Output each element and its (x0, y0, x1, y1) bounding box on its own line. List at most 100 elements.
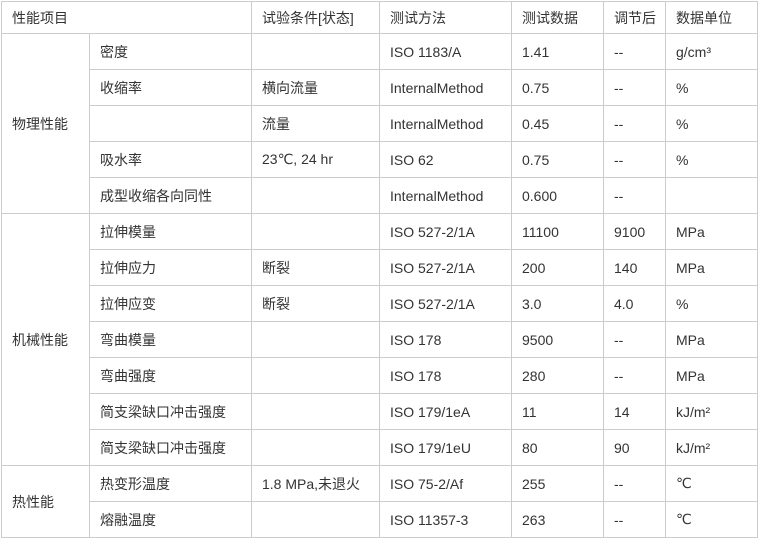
table-row: 机械性能 拉伸模量 ISO 527-2/1A 11100 9100 MPa (1, 213, 758, 466)
col-header-unit: 数据单位 (665, 1, 758, 34)
col-header-conditioned: 调节后 (603, 1, 666, 34)
cell-property: 成型收缩各向同性 (89, 177, 252, 214)
cell-property: 拉伸应力 (89, 249, 252, 286)
cell-method: ISO 527-2/1A (379, 249, 512, 286)
cell-property: 弯曲强度 (89, 357, 252, 394)
cell-value: 0.75 (511, 69, 604, 106)
cell-unit: % (665, 141, 758, 178)
cell-unit: % (665, 69, 758, 106)
cell-value: 1.41 (511, 33, 604, 70)
cell-conditioned: -- (603, 105, 666, 142)
cell-unit: % (665, 105, 758, 142)
col-header-condition: 试验条件[状态] (251, 1, 380, 34)
cell-condition: 23℃, 24 hr (251, 141, 380, 178)
cell-value: 0.600 (511, 177, 604, 214)
cell-unit: MPa (665, 249, 758, 286)
cell-value: 200 (511, 249, 604, 286)
cell-conditioned: -- (603, 465, 666, 502)
cell-conditioned: -- (603, 177, 666, 214)
cell-value: 11 (511, 393, 604, 430)
cell-method: ISO 1183/A (379, 33, 512, 70)
cell-property (89, 105, 252, 142)
cell-condition: 1.8 MPa,未退火 (251, 465, 380, 502)
table-row: 拉伸应变 断裂 ISO 527-2/1A 3.0 4.0% (2, 285, 758, 322)
cell-conditioned: 4.0 (603, 285, 666, 322)
cell-conditioned: -- (603, 357, 666, 394)
cell-value: 11100 (511, 213, 604, 250)
cell-condition: 流量 (251, 105, 380, 142)
table-row: 热性能 热变形温度 1.8 MPa,未退火 ISO 75-2/Af 255 -- ℃ (1, 465, 758, 538)
cell-method: InternalMethod (379, 69, 512, 106)
cell-conditioned: -- (603, 33, 666, 70)
cell-method: ISO 11357-3 (379, 501, 512, 538)
cell-condition (251, 33, 380, 70)
cell-value: 0.45 (511, 105, 604, 142)
cell-unit (665, 177, 758, 214)
cell-property: 热变形温度 (89, 465, 252, 502)
cell-condition (251, 429, 380, 466)
cell-unit: g/cm³ (665, 33, 758, 70)
cell-method: InternalMethod (379, 105, 512, 142)
table-row: 成型收缩各向同性 InternalMethod 0.600 -- (2, 177, 758, 214)
cell-method: ISO 527-2/1A (379, 285, 512, 322)
cell-unit: MPa (665, 213, 758, 250)
cell-conditioned: 140 (603, 249, 666, 286)
cell-value: 280 (511, 357, 604, 394)
cell-unit: ℃ (665, 465, 758, 502)
cell-method: ISO 527-2/1A (379, 213, 512, 250)
header-row: 性能项目 试验条件[状态] 测试方法 测试数据 调节后 数据单位 (1, 1, 758, 34)
cell-property: 吸水率 (89, 141, 252, 178)
cell-condition (251, 177, 380, 214)
cell-conditioned: -- (603, 141, 666, 178)
table-row: 简支梁缺口冲击强度 ISO 179/1eA 11 14 kJ/m² (2, 393, 758, 430)
table-row: 弯曲强度 ISO 178 280 -- MPa (2, 357, 758, 394)
cell-property: 简支梁缺口冲击强度 (89, 429, 252, 466)
cell-property: 收缩率 (89, 69, 252, 106)
table-row: 流量 InternalMethod 0.45 --% (2, 105, 758, 142)
cell-unit: kJ/m² (665, 429, 758, 466)
col-header-value: 测试数据 (511, 1, 604, 34)
cell-method: InternalMethod (379, 177, 512, 214)
table-row: 熔融温度 ISO 11357-3 263 -- ℃ (2, 501, 758, 538)
table-row: 简支梁缺口冲击强度 ISO 179/1eU 80 90 kJ/m² (2, 429, 758, 466)
cell-value: 80 (511, 429, 604, 466)
cell-condition (251, 393, 380, 430)
table-row: 收缩率 横向流量 InternalMethod 0.75 --% (2, 69, 758, 106)
cell-unit: kJ/m² (665, 393, 758, 430)
table-row: 物理性能 密度 ISO 1183/A 1.41 -- g/cm³ (1, 33, 758, 214)
cell-conditioned: 9100 (603, 213, 666, 250)
cell-property: 密度 (89, 33, 252, 70)
table-row: 弯曲模量 ISO 178 9500 -- MPa (2, 321, 758, 358)
cell-method: ISO 178 (379, 357, 512, 394)
col-header-property: 性能项目 (1, 1, 252, 34)
cell-value: 0.75 (511, 141, 604, 178)
cell-method: ISO 178 (379, 321, 512, 358)
group-name-cell: 热性能 (1, 465, 90, 538)
cell-property: 熔融温度 (89, 501, 252, 538)
cell-condition (251, 357, 380, 394)
cell-value: 3.0 (511, 285, 604, 322)
cell-conditioned: 14 (603, 393, 666, 430)
group-name-cell: 机械性能 (1, 213, 90, 466)
cell-method: ISO 179/1eA (379, 393, 512, 430)
cell-conditioned: -- (603, 321, 666, 358)
cell-property: 简支梁缺口冲击强度 (89, 393, 252, 430)
cell-conditioned: -- (603, 69, 666, 106)
table-row: 拉伸应力 断裂 ISO 527-2/1A 200 140 MPa (2, 249, 758, 286)
cell-value: 9500 (511, 321, 604, 358)
cell-method: ISO 179/1eU (379, 429, 512, 466)
cell-method: ISO 75-2/Af (379, 465, 512, 502)
cell-unit: MPa (665, 321, 758, 358)
cell-unit: ℃ (665, 501, 758, 538)
cell-unit: MPa (665, 357, 758, 394)
cell-conditioned: -- (603, 501, 666, 538)
cell-property: 拉伸应变 (89, 285, 252, 322)
cell-condition (251, 501, 380, 538)
cell-property: 拉伸模量 (89, 213, 252, 250)
col-header-method: 测试方法 (379, 1, 512, 34)
cell-condition: 横向流量 (251, 69, 380, 106)
cell-value: 255 (511, 465, 604, 502)
properties-table: 性能项目 试验条件[状态] 测试方法 测试数据 调节后 数据单位 物理性能 密度 I… (1, 1, 758, 538)
cell-condition (251, 321, 380, 358)
cell-value: 263 (511, 501, 604, 538)
